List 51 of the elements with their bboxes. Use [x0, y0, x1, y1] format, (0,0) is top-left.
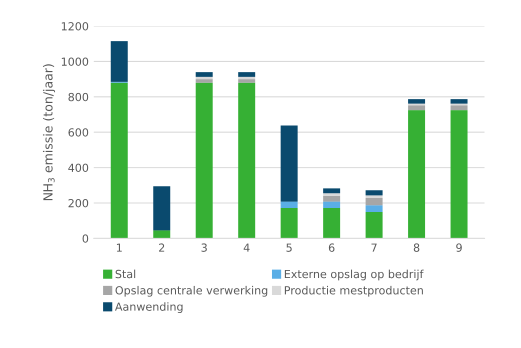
- bar: [408, 99, 426, 104]
- bar: [323, 193, 340, 196]
- bar: [238, 72, 256, 77]
- x-tick-label: 9: [456, 243, 462, 252]
- bar: [196, 82, 213, 238]
- bar: [280, 208, 298, 238]
- legend-label: Externe opslag op bedrijf: [284, 270, 424, 280]
- legend-label: Opslag centrale verwerking: [116, 286, 268, 297]
- y-tick-label: 1000: [62, 57, 88, 66]
- x-tick-label: 2: [159, 243, 164, 252]
- y-tick-label: 400: [68, 164, 88, 172]
- bar: [366, 205, 383, 212]
- y-tick-label: 0: [82, 234, 88, 243]
- bar: [323, 208, 340, 238]
- y-axis-title: NH$_{3}$ emissie (ton/jaar): [42, 64, 56, 200]
- bar: [323, 202, 340, 208]
- legend-label: Stal: [116, 270, 136, 278]
- bar: [153, 186, 170, 230]
- x-tick-label: 1: [116, 244, 122, 252]
- legend-label: Aanwending: [114, 302, 183, 313]
- bar: [238, 82, 256, 238]
- bar: [408, 110, 426, 238]
- bar: [110, 41, 128, 82]
- bar: [196, 79, 213, 83]
- bar: [196, 72, 213, 77]
- bar: [323, 196, 340, 202]
- x-tick-label: 5: [286, 244, 292, 252]
- bar: [238, 79, 256, 83]
- bar: [450, 110, 468, 238]
- y-tick-label: 200: [68, 198, 88, 208]
- bar: [366, 195, 383, 198]
- bar: [408, 106, 426, 110]
- bar: [450, 99, 468, 104]
- bar: [450, 106, 468, 110]
- bar: [366, 190, 383, 196]
- y-tick-label: 600: [68, 128, 88, 137]
- x-tick-label: 3: [202, 243, 207, 252]
- bar: [280, 202, 298, 208]
- legend-label: Productie mestproducten: [284, 286, 423, 297]
- x-tick-label: 7: [371, 244, 377, 252]
- bar: [366, 212, 383, 238]
- bar: [280, 126, 298, 202]
- bar: [153, 230, 170, 238]
- bar: [366, 198, 383, 206]
- y-tick-label: 800: [68, 92, 88, 102]
- bar: [323, 188, 340, 194]
- x-tick-label: 4: [244, 244, 250, 252]
- y-tick-label: 1200: [62, 22, 88, 30]
- x-tick-label: 6: [328, 243, 334, 252]
- bar: [110, 82, 128, 238]
- x-tick-label: 8: [414, 243, 420, 252]
